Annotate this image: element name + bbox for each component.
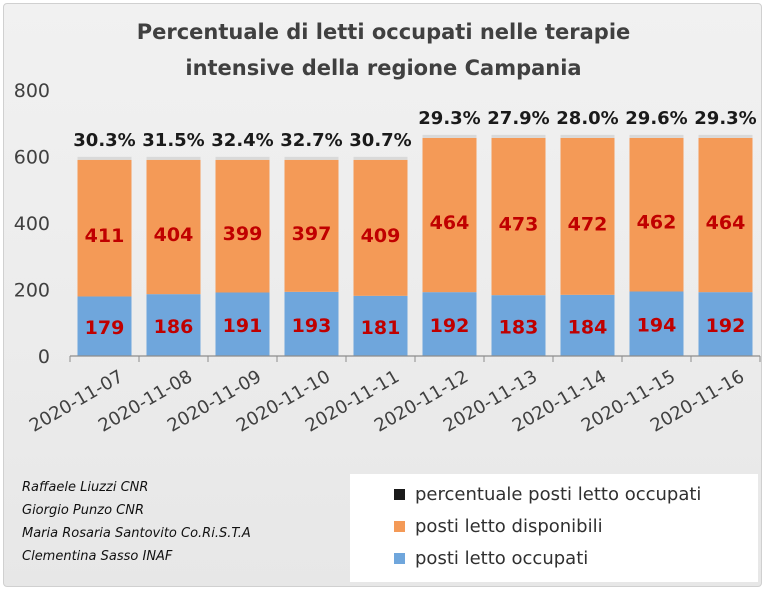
data-label-disponibili: 473 — [499, 214, 539, 236]
data-label-disponibili: 464 — [430, 212, 470, 234]
chart-legend: percentuale posti letto occupati posti l… — [350, 474, 758, 582]
bar-disponibili — [284, 159, 339, 292]
data-label-occupati: 192 — [430, 315, 470, 337]
credit-line: Raffaele Liuzzi CNR — [22, 480, 149, 495]
bar-occupati — [215, 292, 270, 356]
bar-percentuale — [698, 134, 753, 138]
data-label-disponibili: 409 — [361, 225, 401, 247]
data-label-percentuale: 32.7% — [280, 130, 342, 151]
bar-disponibili — [491, 137, 546, 296]
bar-occupati — [629, 291, 684, 356]
data-label-occupati: 183 — [499, 317, 539, 339]
bar-percentuale — [146, 156, 201, 160]
data-label-disponibili: 464 — [706, 212, 746, 234]
legend-swatch-percentuale — [394, 488, 405, 500]
data-label-disponibili: 397 — [292, 223, 332, 245]
bar-percentuale — [77, 156, 132, 160]
legend-label-disponibili: posti letto disponibili — [415, 515, 603, 537]
data-label-disponibili: 462 — [637, 212, 677, 234]
legend-swatch-disponibili — [394, 520, 405, 532]
data-label-percentuale: 29.3% — [418, 108, 480, 129]
credit-line: Giorgio Punzo CNR — [22, 503, 144, 518]
author-credits: Raffaele Liuzzi CNR Giorgio Punzo CNR Ma… — [22, 476, 251, 568]
legend-swatch-occupati — [394, 552, 405, 564]
data-label-occupati: 181 — [361, 317, 401, 339]
bar-occupati — [353, 295, 408, 356]
y-tick-label: 200 — [14, 280, 50, 302]
y-tick-label: 0 — [38, 346, 50, 368]
bar-disponibili — [215, 159, 270, 293]
bar-percentuale — [560, 134, 615, 138]
bar-occupati — [146, 294, 201, 356]
bar-disponibili — [698, 137, 753, 293]
legend-item-occupati: posti letto occupati — [394, 546, 588, 570]
bar-occupati — [698, 292, 753, 356]
data-label-percentuale: 31.5% — [142, 130, 204, 151]
bar-percentuale — [353, 156, 408, 160]
bar-percentuale — [284, 156, 339, 160]
legend-item-percentuale: percentuale posti letto occupati — [394, 482, 701, 506]
bar-percentuale — [629, 134, 684, 138]
bar-percentuale — [491, 134, 546, 138]
data-label-occupati: 184 — [568, 316, 608, 338]
data-label-percentuale: 29.6% — [625, 108, 687, 129]
bar-occupati — [422, 292, 477, 356]
bar-percentuale — [422, 134, 477, 138]
y-tick-label: 600 — [14, 147, 50, 169]
data-label-occupati: 193 — [292, 315, 332, 337]
data-label-occupati: 191 — [223, 315, 263, 337]
data-label-occupati: 179 — [85, 317, 125, 339]
data-label-percentuale: 30.3% — [73, 130, 135, 151]
bar-occupati — [491, 295, 546, 356]
data-label-percentuale: 29.3% — [694, 108, 756, 129]
credit-line: Maria Rosaria Santovito Co.Ri.S.T.A — [22, 526, 251, 541]
bar-disponibili — [77, 159, 132, 297]
y-tick-label: 800 — [14, 80, 50, 102]
bar-percentuale — [215, 156, 270, 160]
chart-title-line-2: intensive della regione Campania — [185, 56, 582, 80]
legend-item-disponibili: posti letto disponibili — [394, 514, 603, 538]
bar-disponibili — [146, 159, 201, 295]
data-label-disponibili: 411 — [85, 225, 125, 247]
data-label-disponibili: 404 — [154, 224, 194, 246]
chart-title-line-1: Percentuale di letti occupati nelle tera… — [136, 20, 631, 44]
data-label-occupati: 192 — [706, 315, 746, 337]
legend-label-occupati: posti letto occupati — [415, 547, 589, 569]
data-label-occupati: 194 — [637, 315, 677, 337]
y-tick-label: 400 — [14, 213, 50, 235]
data-label-percentuale: 30.7% — [349, 130, 411, 151]
bar-disponibili — [560, 137, 615, 295]
bar-disponibili — [353, 159, 408, 296]
bar-disponibili — [629, 137, 684, 292]
data-label-disponibili: 472 — [568, 213, 608, 235]
data-label-disponibili: 399 — [223, 223, 263, 245]
credit-line: Clementina Sasso INAF — [22, 549, 173, 564]
data-label-occupati: 186 — [154, 316, 194, 338]
bar-occupati — [284, 291, 339, 356]
legend-label-percentuale: percentuale posti letto occupati — [415, 483, 702, 505]
data-label-percentuale: 27.9% — [487, 108, 549, 129]
data-label-percentuale: 32.4% — [211, 130, 273, 151]
data-label-percentuale: 28.0% — [556, 108, 618, 129]
bar-occupati — [560, 294, 615, 356]
bar-disponibili — [422, 137, 477, 293]
bar-occupati — [77, 296, 132, 356]
